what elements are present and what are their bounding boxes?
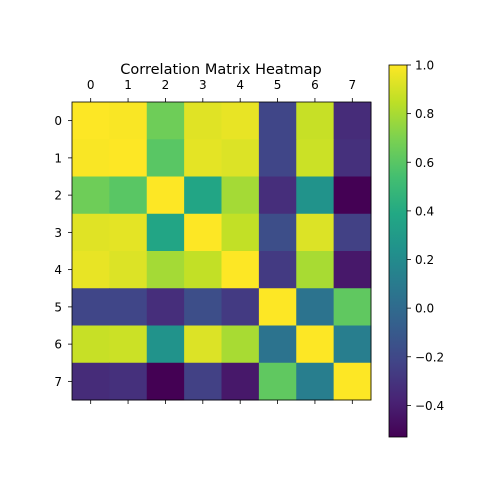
heatmap-cell-6-1 xyxy=(109,325,148,364)
heatmap-cell-5-1 xyxy=(109,288,148,326)
heatmap-cell-5-3 xyxy=(184,288,223,326)
heatmap-cell-0-0 xyxy=(72,102,110,140)
colorbar-tick-label-1: −0.2 xyxy=(415,350,444,364)
heatmap-cell-0-7 xyxy=(333,102,372,140)
heatmap-cell-4-7 xyxy=(333,251,372,289)
plot-frame xyxy=(71,101,372,401)
heatmap-cell-6-3 xyxy=(184,325,223,364)
y-tick-label-2: 2 xyxy=(54,189,62,203)
colorbar-tick-label-5: 0.6 xyxy=(415,156,434,170)
heatmap-cell-2-7 xyxy=(333,176,372,215)
heatmap-cell-3-1 xyxy=(109,213,148,252)
heatmap-cell-6-2 xyxy=(146,325,185,364)
heatmap-cell-0-1 xyxy=(109,102,148,140)
heatmap-cell-5-2 xyxy=(146,288,185,326)
x-tick-label-3: 3 xyxy=(199,78,207,92)
heatmap-cell-5-5 xyxy=(258,288,297,326)
heatmap-cell-0-3 xyxy=(184,102,223,140)
heatmap-cells xyxy=(72,102,372,401)
heatmap-cell-1-0 xyxy=(72,139,110,177)
heatmap-cell-5-4 xyxy=(221,288,260,326)
heatmap-cell-4-1 xyxy=(109,251,148,289)
heatmap-cell-7-1 xyxy=(109,362,148,401)
heatmap-cell-4-0 xyxy=(72,251,110,289)
heatmap-cell-1-7 xyxy=(333,139,372,177)
heatmap-cell-2-2 xyxy=(146,176,185,215)
heatmap-cell-7-3 xyxy=(184,362,223,401)
heatmap-cell-3-3 xyxy=(184,213,223,252)
heatmap-cell-3-0 xyxy=(72,213,110,252)
y-tick-label-3: 3 xyxy=(54,226,62,240)
heatmap-cell-7-4 xyxy=(221,362,260,401)
heatmap-cell-4-4 xyxy=(221,251,260,289)
heatmap-cell-1-5 xyxy=(258,139,297,177)
heatmap-cell-4-2 xyxy=(146,251,185,289)
heatmap-cell-0-4 xyxy=(221,102,260,140)
colorbar-tick-label-2: 0.0 xyxy=(415,302,434,316)
heatmap-cell-7-5 xyxy=(258,362,297,401)
colorbar-tick-label-3: 0.2 xyxy=(415,253,434,267)
colorbar-tick-label-7: 1.0 xyxy=(415,59,434,73)
y-tick-label-6: 6 xyxy=(54,338,62,352)
heatmap-cell-2-6 xyxy=(296,176,335,215)
y-tick-label-4: 4 xyxy=(54,263,62,277)
heatmap-cell-6-6 xyxy=(296,325,335,364)
heatmap-cell-2-1 xyxy=(109,176,148,215)
y-axis-ticks: 0 1 2 3 4 5 6 7 xyxy=(54,114,72,389)
heatmap-cell-3-5 xyxy=(258,213,297,252)
heatmap-cell-7-0 xyxy=(72,362,110,401)
heatmap-cell-6-7 xyxy=(333,325,372,364)
x-tick-label-7: 7 xyxy=(348,78,356,92)
heatmap-cell-3-4 xyxy=(221,213,260,252)
colorbar-tick-label-0: −0.4 xyxy=(415,399,444,413)
heatmap-cell-5-7 xyxy=(333,288,372,326)
heatmap-cell-4-6 xyxy=(296,251,335,289)
heatmap-cell-1-3 xyxy=(184,139,223,177)
heatmap-cell-1-2 xyxy=(146,139,185,177)
x-tick-label-0: 0 xyxy=(87,78,95,92)
heatmap-cell-7-7 xyxy=(333,362,372,401)
colorbar-tick-label-6: 0.8 xyxy=(415,107,434,121)
heatmap-cell-6-4 xyxy=(221,325,260,364)
heatmap-cell-3-2 xyxy=(146,213,185,252)
colorbar-tick-label-4: 0.4 xyxy=(415,204,434,218)
x-tick-label-4: 4 xyxy=(236,78,244,92)
heatmap-cell-1-6 xyxy=(296,139,335,177)
y-tick-label-7: 7 xyxy=(54,375,62,389)
y-tick-label-0: 0 xyxy=(54,114,62,128)
heatmap-cell-0-2 xyxy=(146,102,185,140)
heatmap-cell-2-0 xyxy=(72,176,110,215)
heatmap-cell-5-6 xyxy=(296,288,335,326)
heatmap-cell-1-1 xyxy=(109,139,148,177)
heatmap-cell-3-7 xyxy=(333,213,372,252)
heatmap-cell-7-2 xyxy=(146,362,185,401)
colorbar-ticks: −0.4 −0.2 0.0 0.2 0.4 0.6 0.8 1.0 xyxy=(407,59,444,413)
heatmap-cell-6-5 xyxy=(258,325,297,364)
heatmap-cell-2-5 xyxy=(258,176,297,215)
heatmap-cell-2-3 xyxy=(184,176,223,215)
heatmap-cell-5-0 xyxy=(72,288,110,326)
colorbar-frame xyxy=(388,64,408,438)
heatmap-cell-4-5 xyxy=(258,251,297,289)
y-tick-label-5: 5 xyxy=(54,300,62,314)
heatmap-cell-1-4 xyxy=(221,139,260,177)
heatmap-cell-6-0 xyxy=(72,325,110,364)
x-axis-ticks: 0 1 2 3 4 5 6 7 xyxy=(87,78,356,404)
heatmap-cell-0-6 xyxy=(296,102,335,140)
heatmap-cell-4-3 xyxy=(184,251,223,289)
x-tick-label-6: 6 xyxy=(311,78,319,92)
colorbar xyxy=(389,65,407,437)
heatmap-cell-0-5 xyxy=(258,102,297,140)
x-tick-label-2: 2 xyxy=(162,78,170,92)
x-tick-label-1: 1 xyxy=(124,78,132,92)
heatmap-cell-3-6 xyxy=(296,213,335,252)
chart-title: Correlation Matrix Heatmap xyxy=(120,62,321,78)
x-tick-label-5: 5 xyxy=(274,78,282,92)
heatmap-cell-7-6 xyxy=(296,362,335,401)
heatmap-cell-2-4 xyxy=(221,176,260,215)
y-tick-label-1: 1 xyxy=(54,151,62,165)
